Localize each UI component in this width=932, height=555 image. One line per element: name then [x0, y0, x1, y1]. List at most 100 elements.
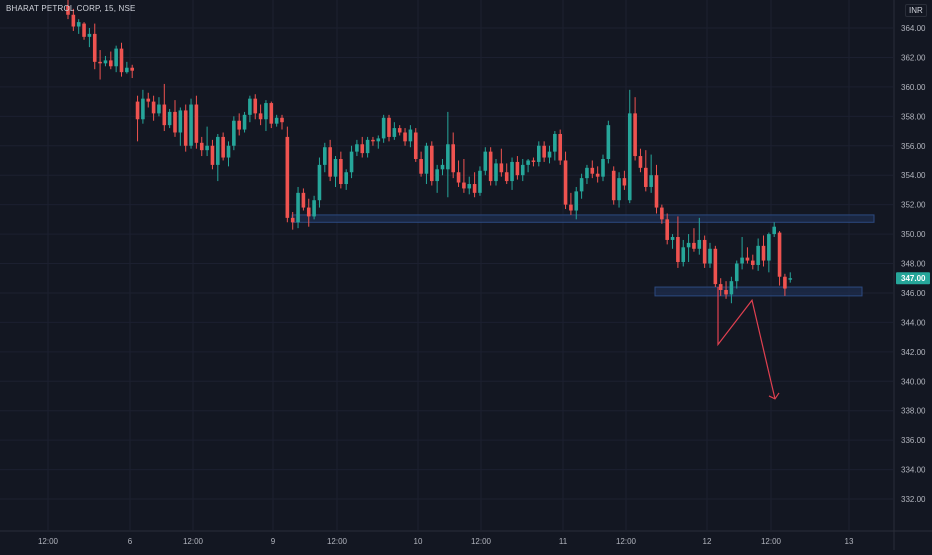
price-tick-label: 358.00: [901, 112, 926, 121]
candle-body: [553, 133, 557, 152]
candle: [355, 139, 359, 157]
candle: [296, 186, 300, 229]
candle-body: [376, 138, 381, 142]
candle: [553, 131, 557, 161]
candle: [381, 114, 386, 143]
price-tick-label: 334.00: [901, 466, 926, 475]
candle-body: [494, 163, 498, 182]
candle-body: [146, 98, 151, 102]
candles: [66, 0, 793, 304]
candle: [708, 242, 712, 268]
candle-body: [135, 101, 140, 120]
candle: [622, 170, 627, 190]
candle: [537, 141, 541, 167]
candle: [617, 172, 621, 208]
candle: [183, 104, 188, 152]
candle: [66, 0, 70, 20]
candle-body: [216, 136, 220, 165]
currency-badge[interactable]: INR: [905, 4, 927, 17]
time-tick-label: 12:00: [616, 537, 637, 546]
candle: [440, 158, 445, 176]
candle-body: [130, 67, 134, 71]
time-tick-label: 11: [559, 537, 568, 546]
candle: [119, 42, 124, 77]
candle: [76, 19, 81, 34]
candle: [654, 164, 659, 214]
candle-body: [520, 164, 525, 176]
candle: [371, 136, 375, 146]
candle: [301, 188, 306, 211]
candle-body: [242, 114, 247, 130]
candle: [333, 156, 338, 187]
candle: [130, 64, 134, 79]
candle: [494, 158, 498, 186]
projection-line: [717, 287, 776, 400]
candle-body: [467, 184, 472, 189]
candle-body: [665, 219, 669, 240]
candle-body: [258, 113, 263, 120]
candle-body: [745, 257, 750, 261]
candle-body: [424, 145, 429, 174]
candle: [189, 98, 193, 149]
candle-body: [740, 257, 744, 264]
price-tick-label: 342.00: [901, 348, 926, 357]
candle-body: [702, 239, 707, 264]
price-tick-label: 352.00: [901, 201, 926, 210]
candle: [328, 139, 332, 182]
candle: [216, 133, 220, 182]
candle: [435, 164, 439, 193]
candle-body: [708, 248, 712, 264]
candle: [178, 107, 183, 146]
candle: [531, 157, 536, 167]
candle: [681, 239, 686, 267]
candle: [280, 114, 284, 130]
candle-body: [718, 284, 723, 290]
candle: [697, 217, 702, 255]
candle: [98, 50, 102, 80]
candle: [419, 151, 423, 177]
candle: [520, 158, 525, 182]
supply-zone: [291, 214, 875, 223]
candle: [290, 211, 295, 230]
candle: [734, 260, 739, 289]
candle: [611, 166, 616, 205]
candle-body: [296, 192, 300, 223]
candle: [173, 100, 177, 137]
candle-body: [339, 158, 343, 185]
candle: [627, 89, 632, 204]
candle-body: [66, 5, 70, 15]
candle: [660, 204, 664, 224]
candle: [462, 158, 466, 193]
candle: [713, 245, 718, 288]
price-tick-label: 332.00: [901, 495, 926, 504]
candle-body: [413, 132, 418, 159]
candle: [729, 276, 734, 304]
candle: [109, 51, 113, 70]
candle: [467, 176, 472, 195]
candle-body: [82, 23, 86, 37]
candle: [349, 145, 354, 179]
candle-body: [681, 247, 686, 263]
candle: [199, 136, 204, 157]
candle-body: [510, 161, 514, 182]
candle-body: [729, 281, 734, 295]
candle: [676, 216, 680, 268]
candle-body: [772, 226, 776, 235]
candle: [162, 83, 167, 132]
candle-body: [515, 161, 520, 176]
symbol-title[interactable]: BHARAT PETROL CORP, 15, NSE: [6, 4, 136, 13]
candle-body: [119, 48, 124, 73]
price-tick-label: 336.00: [901, 436, 926, 445]
candle-body: [344, 172, 348, 185]
candle: [569, 192, 573, 215]
candle: [285, 126, 290, 223]
price-tick-label: 356.00: [901, 142, 926, 151]
candle-body: [585, 167, 589, 179]
candle-body: [692, 242, 696, 249]
candle-body: [542, 145, 546, 158]
candle-body: [456, 172, 461, 183]
candle-body: [76, 22, 81, 27]
candle: [71, 8, 76, 31]
